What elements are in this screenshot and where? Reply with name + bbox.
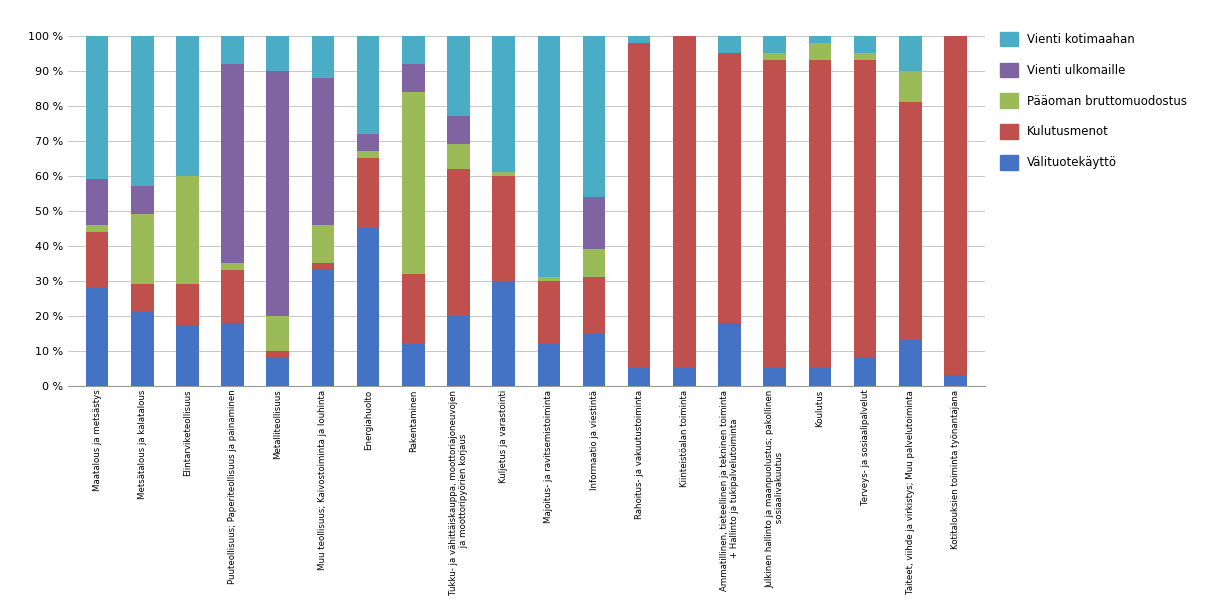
- Bar: [403, 274, 425, 343]
- Bar: [311, 263, 335, 270]
- Bar: [266, 351, 289, 357]
- Bar: [357, 159, 379, 228]
- Bar: [86, 288, 108, 386]
- Bar: [357, 151, 379, 159]
- Bar: [899, 71, 922, 102]
- Bar: [582, 36, 606, 196]
- Bar: [176, 36, 198, 176]
- Bar: [86, 36, 108, 179]
- Bar: [311, 270, 335, 386]
- Bar: [538, 343, 560, 386]
- Bar: [447, 144, 470, 169]
- Bar: [718, 36, 741, 53]
- Bar: [222, 36, 244, 64]
- Bar: [357, 228, 379, 386]
- Bar: [582, 277, 606, 333]
- Bar: [266, 36, 289, 71]
- Bar: [222, 323, 244, 386]
- Bar: [447, 36, 470, 116]
- Bar: [673, 368, 696, 386]
- Bar: [176, 326, 198, 386]
- Bar: [447, 116, 470, 144]
- Bar: [854, 61, 876, 357]
- Bar: [582, 333, 606, 386]
- Bar: [899, 340, 922, 386]
- Bar: [538, 36, 560, 277]
- Bar: [899, 36, 922, 71]
- Bar: [582, 196, 606, 249]
- Bar: [311, 225, 335, 263]
- Bar: [944, 36, 966, 375]
- Bar: [673, 36, 696, 368]
- Bar: [538, 277, 560, 281]
- Bar: [538, 281, 560, 343]
- Bar: [809, 61, 831, 368]
- Bar: [357, 36, 379, 134]
- Bar: [492, 172, 515, 176]
- Bar: [130, 284, 154, 312]
- Bar: [763, 61, 787, 368]
- Bar: [176, 284, 198, 326]
- Bar: [763, 368, 787, 386]
- Bar: [809, 43, 831, 61]
- Bar: [763, 53, 787, 61]
- Bar: [447, 316, 470, 386]
- Bar: [403, 343, 425, 386]
- Bar: [628, 36, 650, 43]
- Bar: [86, 225, 108, 232]
- Bar: [582, 249, 606, 277]
- Bar: [403, 64, 425, 92]
- Bar: [854, 357, 876, 386]
- Bar: [266, 357, 289, 386]
- Bar: [492, 176, 515, 281]
- Legend: Vienti kotimaahan, Vienti ulkomaille, Pääoman bruttomuodostus, Kulutusmenot, Väl: Vienti kotimaahan, Vienti ulkomaille, Pä…: [1000, 32, 1187, 170]
- Bar: [222, 270, 244, 323]
- Bar: [357, 134, 379, 151]
- Bar: [130, 186, 154, 214]
- Bar: [266, 71, 289, 316]
- Bar: [492, 36, 515, 172]
- Bar: [628, 368, 650, 386]
- Bar: [763, 36, 787, 53]
- Bar: [86, 179, 108, 225]
- Bar: [130, 36, 154, 186]
- Bar: [899, 102, 922, 340]
- Bar: [403, 36, 425, 64]
- Bar: [222, 64, 244, 263]
- Bar: [403, 92, 425, 274]
- Bar: [222, 263, 244, 270]
- Bar: [492, 281, 515, 386]
- Bar: [718, 323, 741, 386]
- Bar: [944, 375, 966, 386]
- Bar: [130, 214, 154, 284]
- Bar: [809, 368, 831, 386]
- Bar: [718, 53, 741, 323]
- Bar: [266, 316, 289, 351]
- Bar: [176, 176, 198, 284]
- Bar: [86, 232, 108, 288]
- Bar: [809, 36, 831, 43]
- Bar: [447, 169, 470, 316]
- Bar: [311, 78, 335, 225]
- Bar: [311, 36, 335, 78]
- Bar: [854, 53, 876, 61]
- Bar: [130, 312, 154, 386]
- Bar: [854, 36, 876, 53]
- Bar: [628, 43, 650, 368]
